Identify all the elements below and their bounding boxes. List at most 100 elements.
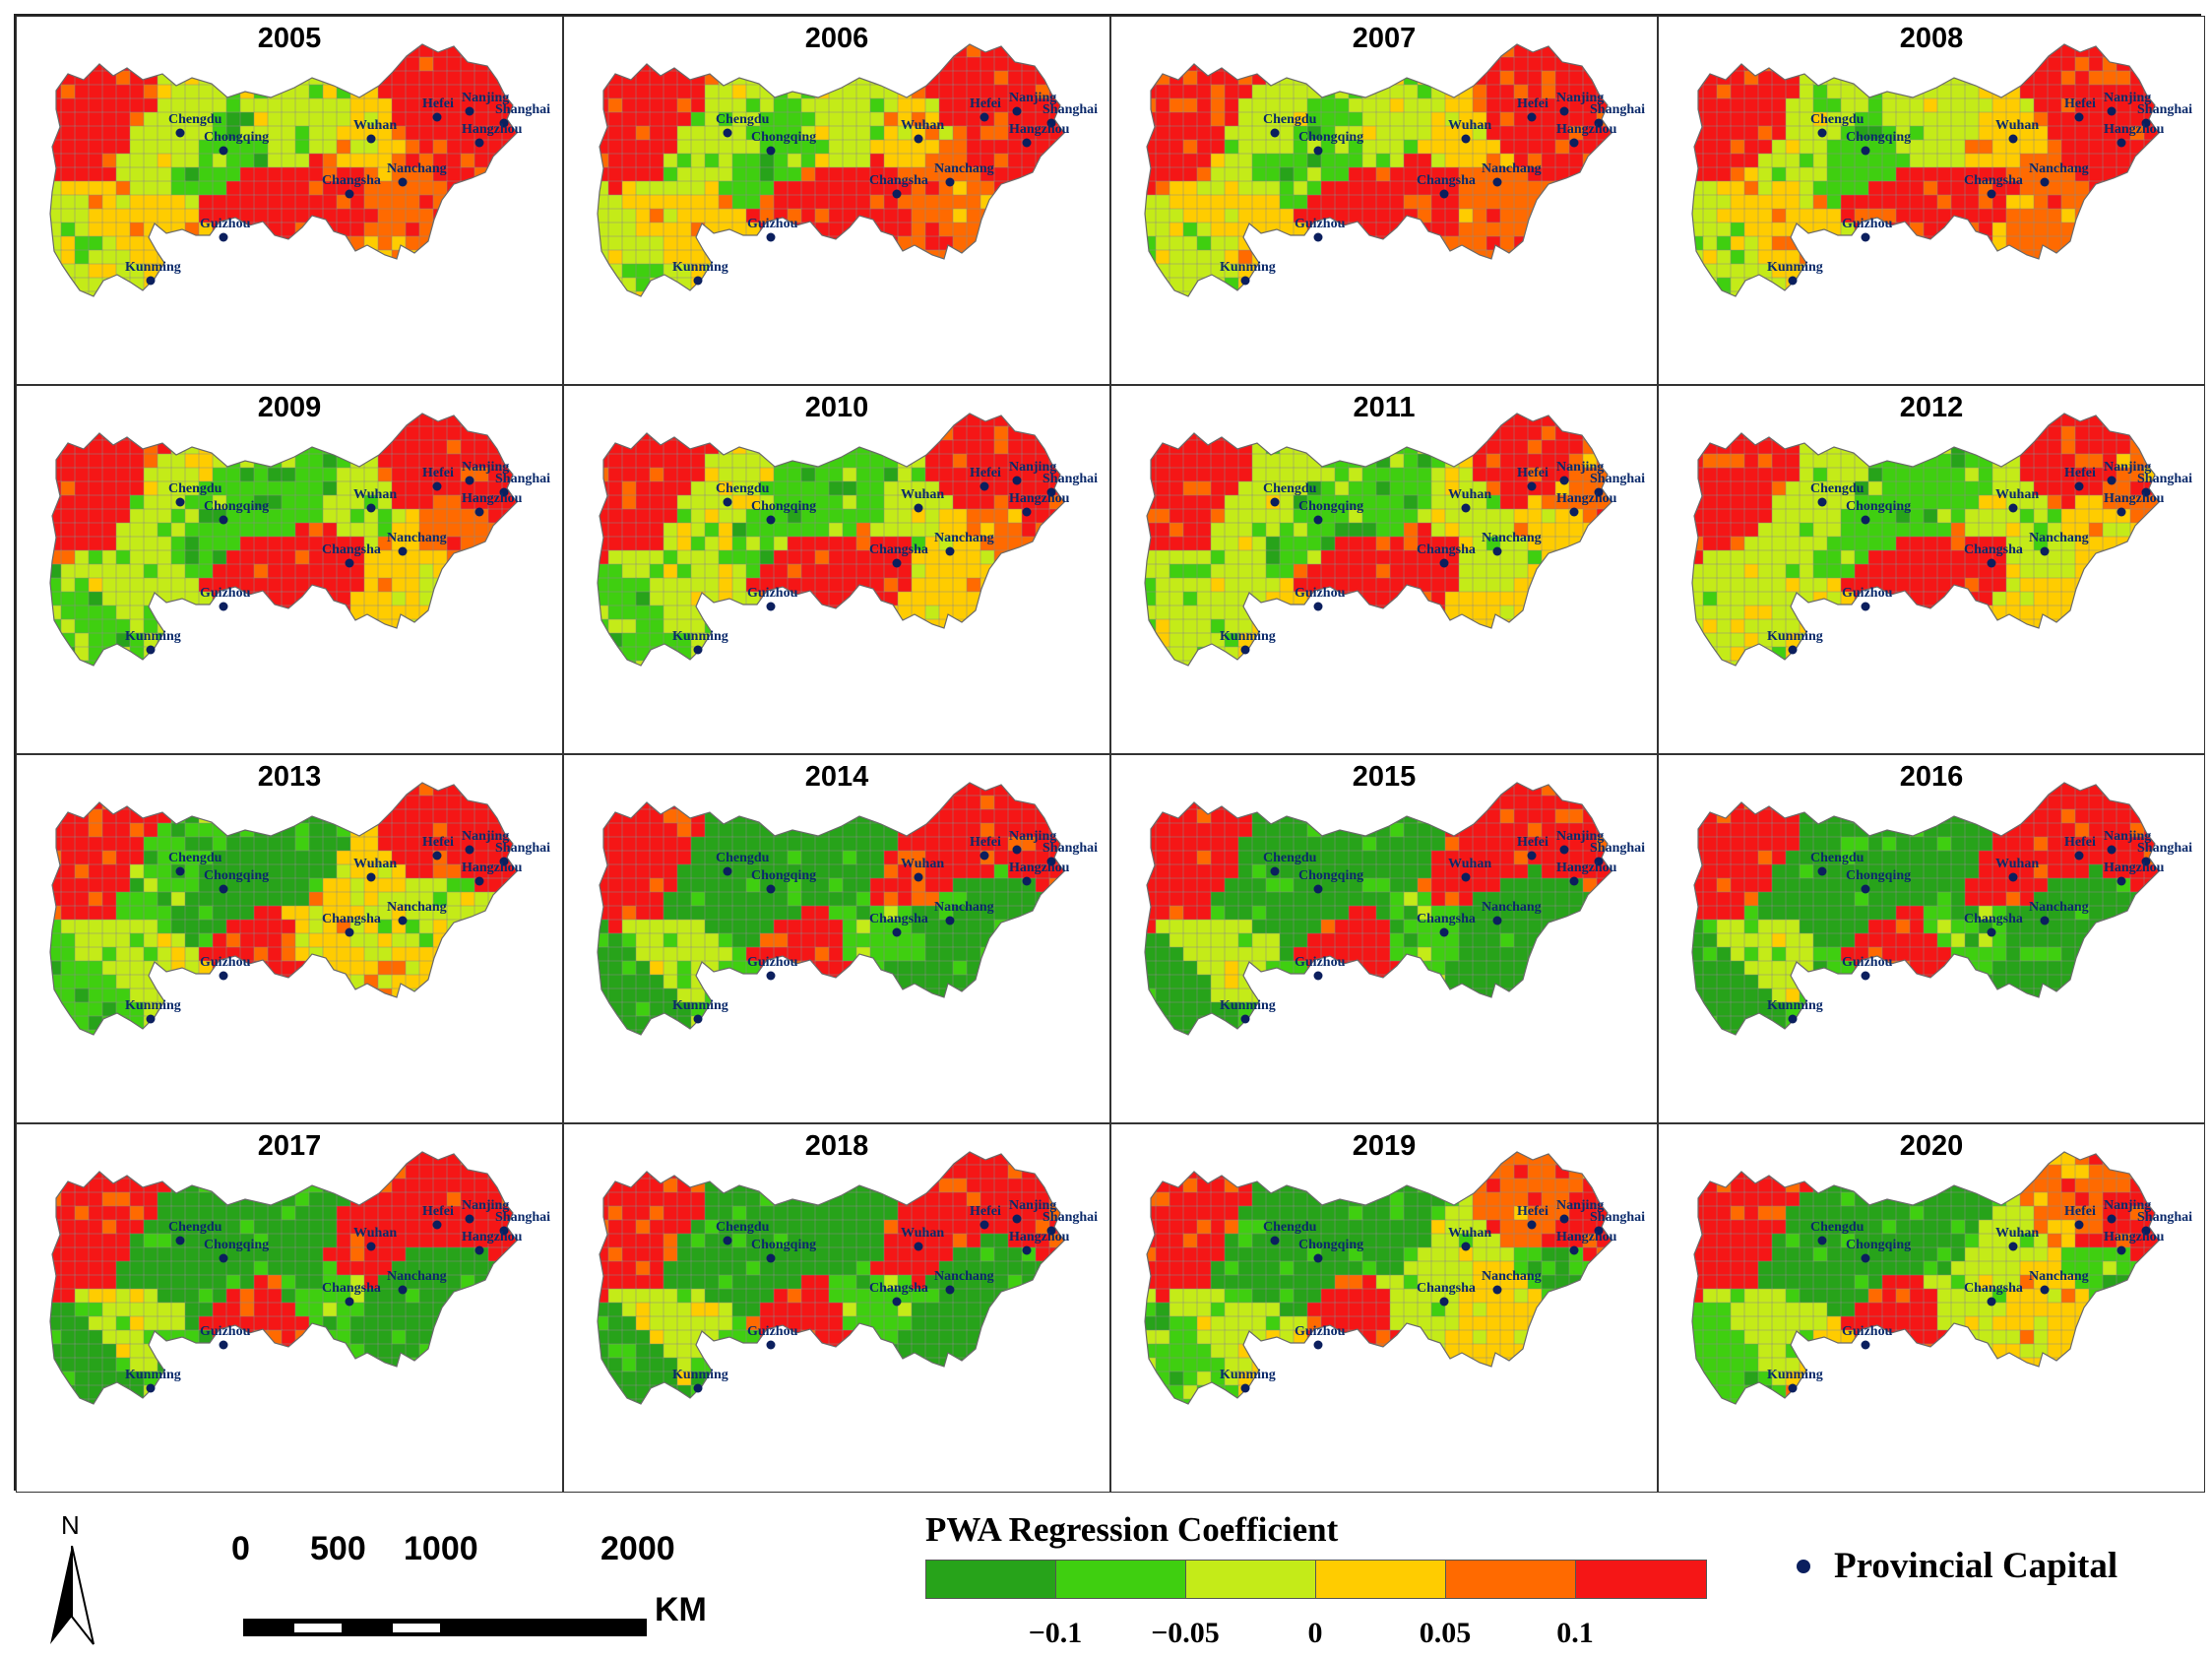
- county-cell: [212, 618, 227, 634]
- county-cell: [814, 439, 830, 455]
- county-cell: [690, 125, 706, 141]
- county-cell: [1978, 153, 1993, 168]
- county-cell: [336, 660, 351, 666]
- county-cell: [1237, 84, 1253, 99]
- county-cell: [1936, 263, 1952, 279]
- county-cell: [1155, 480, 1170, 496]
- county-cell: [2060, 290, 2076, 296]
- county-cell: [993, 480, 1009, 496]
- city-label: Wuhan: [1995, 118, 2039, 133]
- county-cell: [952, 235, 968, 251]
- county-cell: [924, 208, 940, 223]
- county-cell: [33, 154, 48, 168]
- county-cell: [2060, 139, 2076, 155]
- county-cell: [773, 425, 789, 441]
- county-cell: [607, 549, 623, 565]
- county-cell: [581, 606, 596, 620]
- county-cell: [2157, 139, 2159, 155]
- county-cell: [828, 277, 844, 292]
- county-cell: [446, 646, 462, 662]
- county-cell: [460, 153, 475, 168]
- county-cell: [1169, 70, 1184, 86]
- county-cell: [1048, 549, 1064, 565]
- county-cell: [198, 97, 214, 113]
- county-cell: [759, 522, 775, 538]
- county-cell: [1895, 249, 1911, 265]
- county-cell: [50, 467, 62, 482]
- county-cell: [1527, 263, 1543, 279]
- county-cell: [1895, 290, 1911, 296]
- county-cell: [1210, 153, 1226, 168]
- county-cell: [1472, 56, 1487, 72]
- county-cell: [239, 111, 255, 127]
- county-cell: [855, 480, 871, 496]
- county-cell: [1348, 208, 1363, 223]
- county-cell: [1840, 290, 1856, 296]
- county-cell: [1021, 277, 1037, 292]
- county-cell: [676, 480, 692, 496]
- county-cell: [924, 290, 940, 296]
- county-cell: [1854, 70, 1869, 86]
- county-cell: [294, 235, 310, 251]
- county-cell: [322, 194, 338, 210]
- county-cell: [842, 263, 857, 279]
- county-cell: [515, 180, 517, 196]
- county-cell: [1048, 139, 1064, 155]
- county-cell: [33, 112, 48, 127]
- county-cell: [349, 618, 365, 634]
- county-cell: [1692, 222, 1704, 237]
- county-cell: [391, 194, 407, 210]
- county-cell: [418, 425, 434, 441]
- county-cell: [2129, 194, 2145, 210]
- county-cell: [115, 290, 131, 296]
- county-cell: [1675, 236, 1690, 251]
- county-cell: [322, 618, 338, 634]
- county-cell: [938, 84, 954, 99]
- county-cell: [828, 153, 844, 168]
- county-cell: [607, 235, 623, 251]
- county-cell: [308, 249, 324, 265]
- county-cell: [1320, 180, 1336, 196]
- county-cell: [842, 605, 857, 620]
- county-cell: [1582, 139, 1598, 155]
- county-cell: [1840, 166, 1856, 182]
- county-cell: [938, 453, 954, 469]
- county-cell: [198, 180, 214, 196]
- county-cell: [88, 618, 103, 634]
- county-cell: [980, 235, 995, 251]
- county-cell: [759, 549, 775, 565]
- county-cell: [581, 278, 596, 292]
- county-cell: [253, 194, 269, 210]
- county-cell: [842, 194, 857, 210]
- county-cell: [267, 139, 283, 155]
- county-cell: [294, 125, 310, 141]
- capital-dot: [432, 481, 442, 491]
- city-label: Nanchang: [934, 161, 994, 176]
- county-cell: [883, 508, 899, 524]
- county-cell: [1895, 208, 1911, 223]
- county-cell: [101, 194, 117, 210]
- city-label: Guizhou: [1295, 217, 1346, 231]
- county-cell: [2129, 180, 2145, 196]
- county-cell: [363, 249, 379, 265]
- county-cell: [2116, 290, 2131, 296]
- city-label: Hefei: [2064, 96, 2096, 111]
- county-cell: [966, 139, 981, 155]
- county-cell: [460, 591, 475, 606]
- county-cell: [2019, 277, 2035, 292]
- county-cell: [349, 70, 365, 86]
- county-cell: [1840, 249, 1856, 265]
- county-cell: [855, 222, 871, 237]
- county-cell: [294, 56, 310, 72]
- county-cell: [731, 208, 747, 223]
- county-cell: [225, 549, 241, 565]
- county-cell: [60, 153, 76, 168]
- county-cell: [1361, 249, 1377, 265]
- county-cell: [239, 632, 255, 648]
- county-cell: [1265, 277, 1281, 292]
- county-cell: [1596, 208, 1612, 223]
- county-cell: [704, 84, 720, 99]
- county-cell: [1251, 153, 1267, 168]
- county-cell: [676, 605, 692, 620]
- county-cell: [924, 56, 940, 72]
